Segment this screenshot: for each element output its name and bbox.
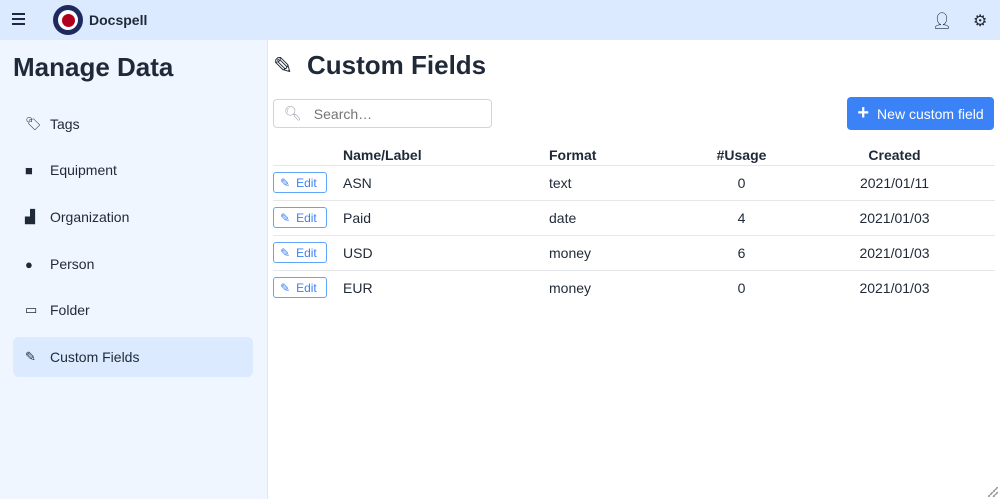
- resize-handle[interactable]: [988, 487, 998, 497]
- cell-usage: 0: [689, 164, 794, 200]
- top-bar: Docspell 👤︎ ⚙︎: [0, 0, 1000, 40]
- folder-icon: ▭: [25, 302, 38, 317]
- edit-button[interactable]: ✎ Edit: [273, 207, 327, 228]
- user-icon[interactable]: 👤︎: [932, 13, 953, 30]
- sidebar-item-organization[interactable]: ▟ Organization: [25, 209, 130, 225]
- cell-name: EUR: [343, 269, 549, 305]
- table-row: ✎ Edit USD money 6 2021/01/03: [273, 234, 995, 270]
- search-icon: 🔍︎: [284, 105, 302, 121]
- column-header[interactable]: #Usage: [716, 146, 767, 163]
- tag-icon: 🏷︎: [25, 116, 42, 131]
- edit-button[interactable]: ✎ Edit: [273, 172, 327, 193]
- column-header[interactable]: Name/Label: [343, 146, 422, 163]
- box-icon: ■: [25, 162, 33, 178]
- custom-fields-table: Name/Label Format #Usage Created ✎ Edit A…: [273, 145, 995, 305]
- table-row: ✎ Edit Paid date 4 2021/01/03: [273, 199, 995, 235]
- edit-button[interactable]: ✎ Edit: [273, 277, 327, 299]
- user-icon: ●: [25, 256, 33, 272]
- cell-created: 2021/01/03: [794, 234, 995, 270]
- cell-usage: 4: [689, 199, 794, 235]
- sidebar-item-custom-fields[interactable]: ✎ Custom Fields: [13, 337, 253, 377]
- edit-icon: ✎: [280, 210, 291, 225]
- new-custom-field-button[interactable]: + New custom field: [847, 97, 994, 130]
- cell-name: USD: [343, 234, 549, 270]
- plus-icon: +: [857, 102, 870, 124]
- industry-icon: ▟: [25, 209, 35, 224]
- app-title[interactable]: Docspell: [89, 12, 148, 28]
- search-input[interactable]: [313, 105, 484, 122]
- sidebar-item-equipment[interactable]: ■ Equipment: [25, 162, 117, 178]
- column-header[interactable]: Created: [868, 146, 921, 163]
- sidebar-item-tags[interactable]: 🏷︎ Tags: [25, 116, 80, 132]
- cell-format: money: [549, 234, 689, 270]
- highlighter-icon: ✎: [25, 349, 36, 364]
- cell-usage: 0: [689, 269, 794, 305]
- table-row: ✎ Edit EUR money 0 2021/01/03: [273, 269, 995, 305]
- column-header[interactable]: Format: [549, 146, 597, 163]
- sidebar-title: Manage Data: [13, 52, 174, 82]
- cell-created: 2021/01/11: [794, 164, 995, 200]
- cell-format: money: [549, 269, 689, 305]
- edit-icon: ✎: [280, 175, 291, 190]
- edit-button[interactable]: ✎ Edit: [273, 242, 327, 263]
- cell-usage: 6: [689, 234, 794, 270]
- cell-name: ASN: [343, 164, 549, 200]
- docspell-logo[interactable]: [53, 5, 83, 35]
- search-box[interactable]: 🔍︎: [273, 99, 492, 128]
- sidebar-item-folder[interactable]: ▭ Folder: [25, 302, 90, 318]
- highlighter-icon: ✎: [273, 53, 294, 80]
- table-row: ✎ Edit ASN text 0 2021/01/11: [273, 164, 995, 200]
- edit-icon: ✎: [280, 280, 291, 295]
- cell-format: text: [549, 164, 689, 200]
- cell-name: Paid: [343, 199, 549, 235]
- cell-created: 2021/01/03: [794, 269, 995, 305]
- page-title: Custom Fields: [307, 50, 487, 80]
- sidebar-item-person[interactable]: ● Person: [25, 256, 95, 272]
- settings-icon[interactable]: ⚙︎: [973, 13, 988, 30]
- menu-icon[interactable]: [12, 13, 25, 28]
- cell-format: date: [549, 199, 689, 235]
- sidebar: Manage Data 🏷︎ Tags ■ Equipment ▟ Organizat…: [0, 40, 268, 499]
- edit-icon: ✎: [280, 245, 291, 260]
- cell-created: 2021/01/03: [794, 199, 995, 235]
